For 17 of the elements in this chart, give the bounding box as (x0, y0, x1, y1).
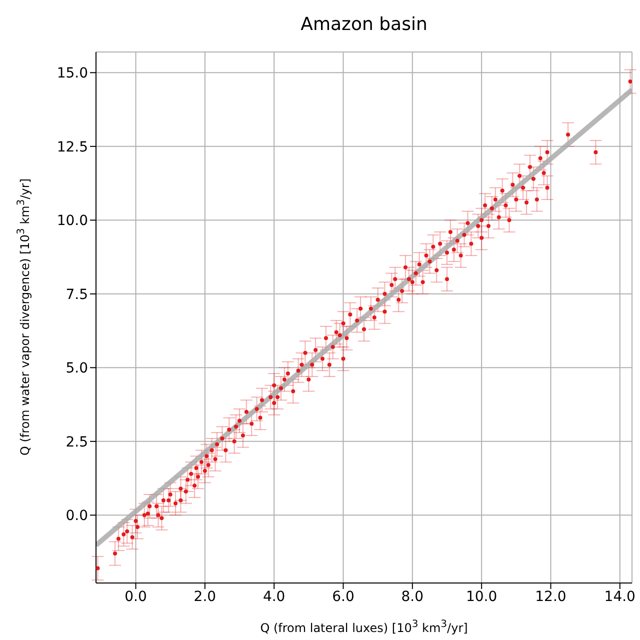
chart-title: Amazon basin (300, 14, 428, 35)
x-tick-label: 2.0 (194, 588, 216, 605)
y-tick-label: 5.0 (66, 360, 88, 377)
x-tick-label: 0.0 (124, 588, 147, 605)
x-tick-label: 4.0 (262, 588, 286, 605)
x-tick-label: 14.0 (604, 588, 636, 605)
x-tick-label: 6.0 (332, 588, 354, 605)
y-tick-label: 12.5 (56, 139, 88, 156)
x-axis-title: Q (from lateral luxes) [10$^{3}$ km$^{3}$/yr] (259, 619, 469, 635)
y-tick-label: 7.5 (66, 286, 88, 303)
x-tick-label: 10.0 (466, 588, 498, 605)
x-tick-label: 12.0 (535, 588, 566, 605)
y-tick-label: 15.0 (56, 66, 88, 82)
y-tick-label: 2.5 (66, 434, 88, 450)
y-tick-label: 0.0 (66, 508, 88, 524)
x-tick-label: 8.0 (401, 588, 424, 605)
y-tick-label: 10.0 (56, 213, 88, 230)
